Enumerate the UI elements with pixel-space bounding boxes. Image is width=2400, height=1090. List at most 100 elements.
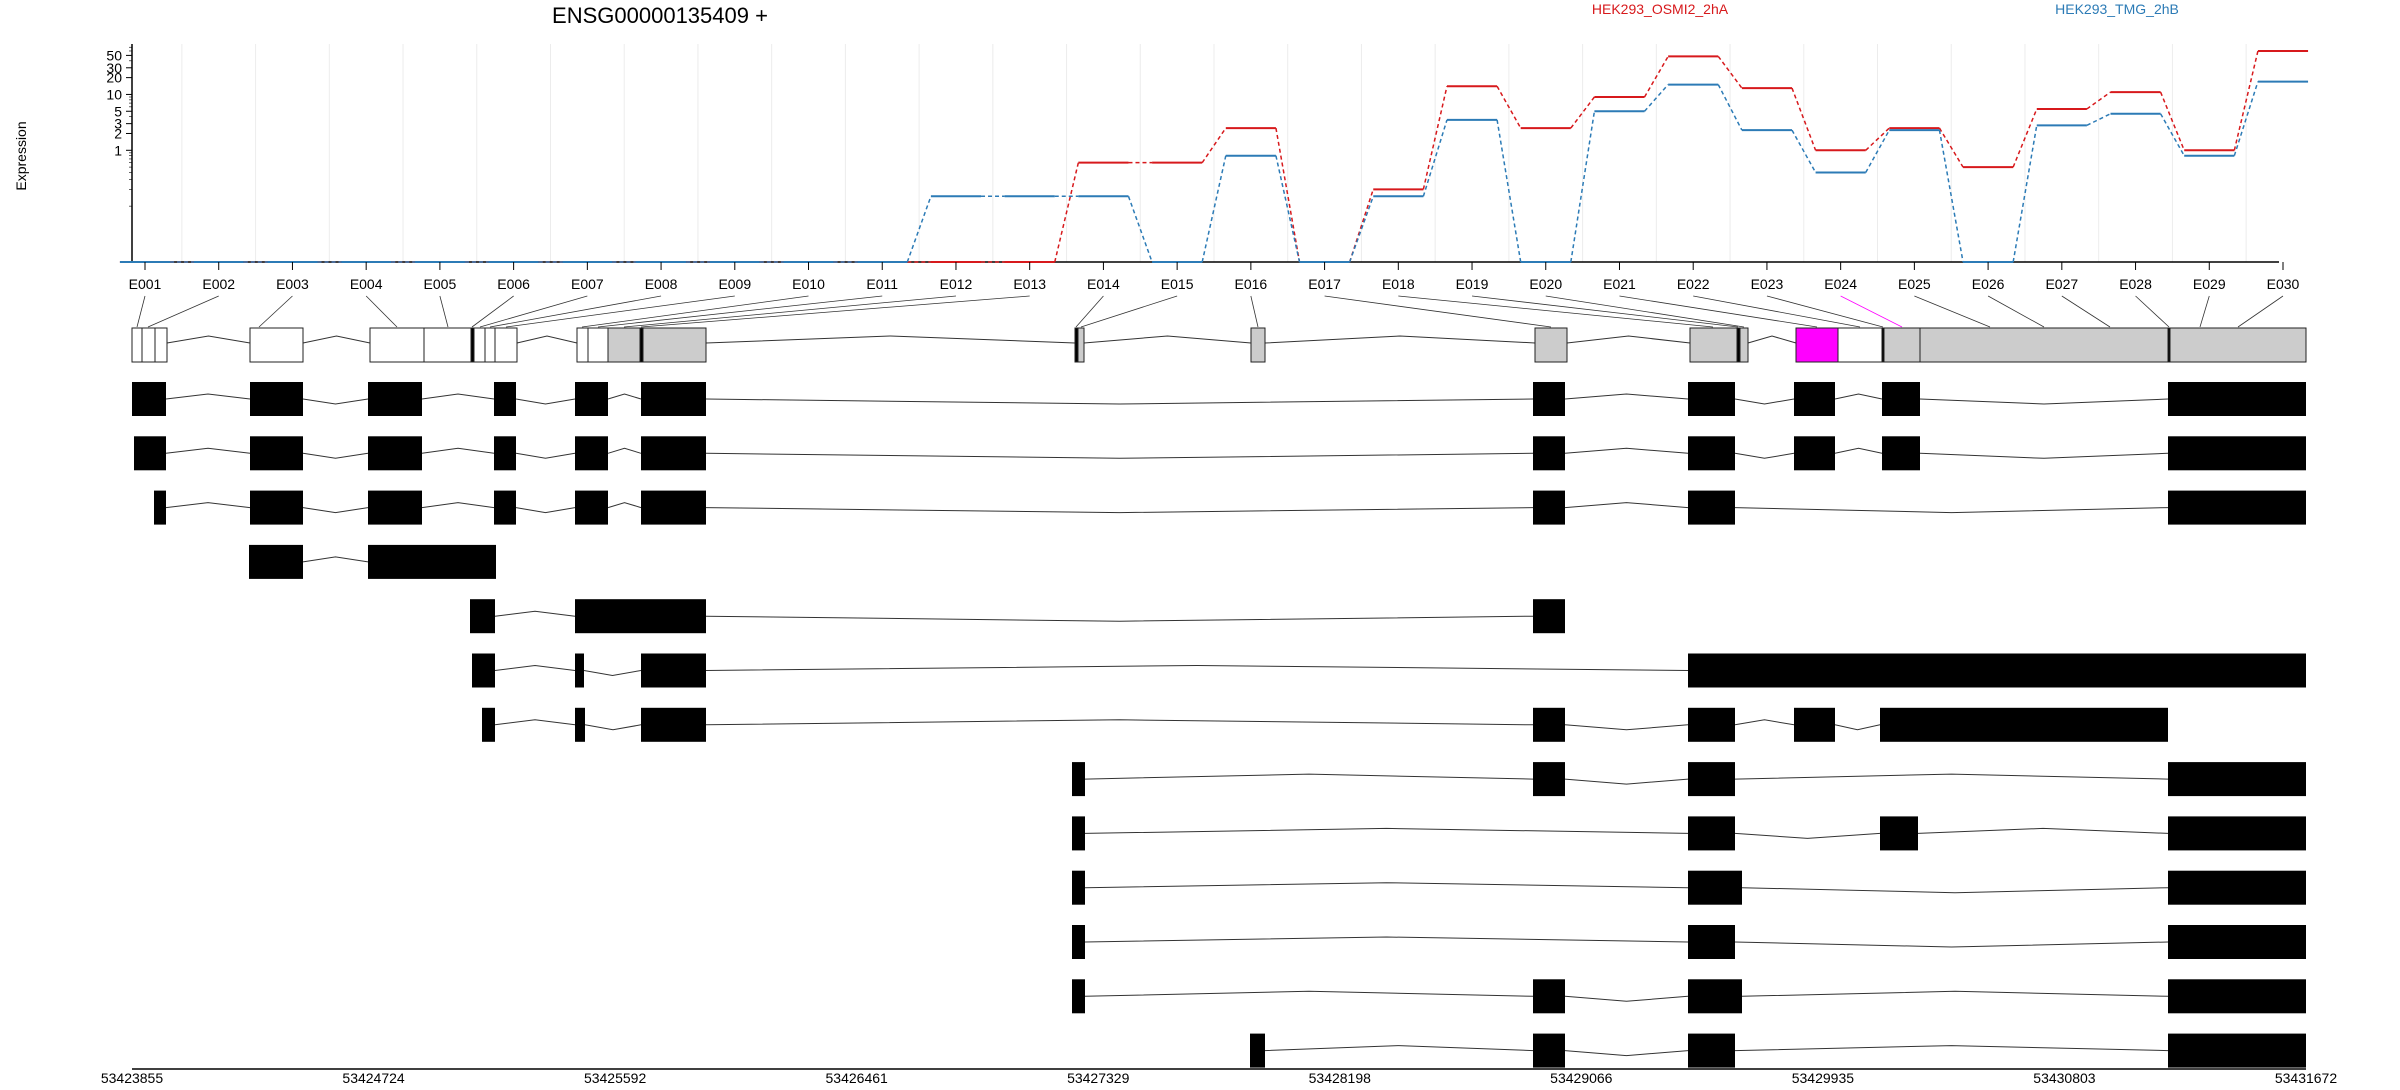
transcript-intron	[607, 502, 642, 509]
gene-intron	[1747, 335, 1797, 344]
series-connector	[2159, 113, 2185, 157]
series-connector	[1791, 129, 1817, 173]
transcript-exon	[1533, 382, 1565, 416]
gene-model	[131, 327, 2307, 363]
transcript-3	[154, 490, 2306, 525]
exon-label-E021: E021	[1603, 276, 1636, 292]
gene-exon	[249, 327, 304, 363]
y-axis-label: Expression	[13, 121, 29, 190]
transcript-exon	[494, 490, 516, 525]
transcript-exon	[1794, 707, 1835, 742]
transcript-intron	[1564, 995, 1689, 1002]
transcript-intron	[1564, 778, 1689, 785]
transcript-exon	[1072, 870, 1085, 905]
transcript-exon	[154, 490, 166, 525]
series-connector	[1127, 196, 1153, 263]
exon-label-E002: E002	[202, 276, 235, 292]
transcript-exon	[641, 653, 706, 688]
transcript-intron	[1734, 941, 2169, 948]
exon-label-E010: E010	[792, 276, 825, 292]
exon-connector-E004	[365, 295, 398, 328]
series-connector	[1348, 189, 1374, 263]
exon-connector-E007	[479, 295, 588, 328]
transcript-exon	[368, 544, 496, 579]
genomic-tick-label: 53427329	[1067, 1070, 1130, 1086]
transcript-intron	[1834, 447, 1883, 454]
transcript-exon	[575, 490, 608, 525]
exon-label-E016: E016	[1235, 276, 1268, 292]
transcript-exon	[1533, 490, 1565, 525]
transcript-intron	[705, 664, 1689, 671]
transcript-exon	[1688, 436, 1735, 471]
exon-label-E001: E001	[129, 276, 162, 292]
transcript-intron	[302, 507, 369, 514]
series-connector	[2086, 113, 2111, 126]
transcript-exon	[1688, 762, 1735, 797]
transcript-exon	[1688, 870, 1742, 905]
exon-connector-E015	[1080, 295, 1178, 328]
transcript-exon	[575, 599, 706, 634]
series-layer	[119, 49, 2309, 263]
transcript-exon	[368, 490, 422, 525]
gene-intron	[516, 335, 578, 344]
gene-exon	[607, 327, 641, 363]
transcript-exon	[575, 707, 585, 742]
transcript-exon	[250, 382, 303, 416]
transcript-exon	[1688, 382, 1735, 416]
transcript-exon	[368, 382, 422, 416]
transcript-exon	[472, 653, 495, 688]
transcript-exon	[641, 382, 706, 416]
gene-exon	[642, 327, 707, 363]
gene-intron	[1264, 335, 1536, 344]
transcript-12	[1072, 979, 2306, 1014]
genomic-tick-label: 53430803	[2033, 1070, 2096, 1086]
series-connector	[1938, 129, 1964, 263]
exon-connector-E028	[2135, 295, 2170, 328]
series-2	[119, 80, 2309, 263]
exon-axis: E001 E002 E003 E004 E005 E006 E007 E008 E009 E010…	[129, 262, 2300, 292]
series-connector	[1643, 56, 1669, 98]
transcript-exon	[2168, 490, 2306, 525]
series-connector	[2086, 91, 2111, 110]
transcript-exon	[250, 436, 303, 471]
transcript-intron	[494, 610, 576, 617]
transcript-exon	[2168, 1033, 2306, 1068]
exon-label-E003: E003	[276, 276, 309, 292]
transcript-intron	[1919, 398, 2169, 405]
transcript-exon	[1882, 436, 1920, 471]
transcript-exon	[1882, 382, 1920, 416]
transcript-exon	[2168, 436, 2306, 471]
transcript-intron	[1734, 719, 1795, 726]
transcript-exon	[2168, 925, 2306, 959]
exon-connector-E011	[597, 295, 883, 328]
transcript-10	[1072, 870, 2306, 905]
gene-exon	[484, 327, 496, 363]
transcript-exon	[2168, 979, 2306, 1014]
transcript-intron	[1564, 1050, 1689, 1057]
exon-label-E015: E015	[1161, 276, 1194, 292]
transcript-intron	[607, 393, 642, 400]
y-tick-label: 10	[106, 86, 122, 102]
transcript-exon	[641, 707, 706, 742]
y-tick-label: 5	[114, 103, 122, 119]
series-connector	[906, 196, 932, 263]
series-connector	[1275, 127, 1301, 263]
gene-intron	[705, 335, 1076, 344]
transcript-intron	[165, 393, 251, 400]
y-tick-label: 20	[106, 70, 122, 86]
transcript-2	[134, 436, 2306, 471]
gene-intron	[1083, 335, 1252, 344]
transcript-exon	[641, 490, 706, 525]
transcript-intron	[1919, 452, 2169, 459]
exon-label-E005: E005	[424, 276, 457, 292]
transcript-exon	[482, 707, 495, 742]
genomic-tick-label: 53431672	[2275, 1070, 2338, 1086]
transcript-intron	[1734, 832, 1881, 839]
transcript-exon	[1688, 490, 1735, 525]
exon-label-E017: E017	[1308, 276, 1341, 292]
transcript-7	[482, 707, 2168, 742]
gene-exon	[369, 327, 425, 363]
exon-label-E019: E019	[1456, 276, 1489, 292]
transcript-exon	[1688, 979, 1742, 1014]
